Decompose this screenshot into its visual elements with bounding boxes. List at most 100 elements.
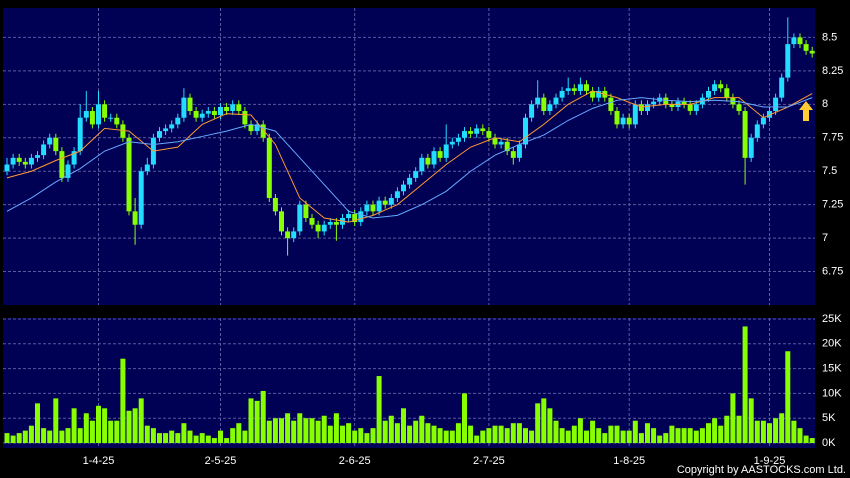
candle-body xyxy=(706,90,711,98)
candle-body xyxy=(163,128,169,132)
candle-body xyxy=(486,131,492,138)
candle-body xyxy=(425,157,431,165)
candle-body xyxy=(126,137,132,212)
volume-bar xyxy=(114,420,120,444)
volume-bar xyxy=(748,398,754,444)
plot-layer: 6.75 7 7.25 7.5 7.75 8 8.25 8.5 0K 5K 10K 15K 20K 25K… xyxy=(3,8,843,467)
volume-bar xyxy=(35,403,40,444)
candle-body xyxy=(516,144,522,158)
volume-bar xyxy=(614,425,620,444)
volume-bar xyxy=(242,430,248,444)
candle-body xyxy=(565,88,571,91)
volume-bar xyxy=(712,418,718,444)
volume-bar xyxy=(401,408,406,444)
candle-body xyxy=(468,131,474,134)
candle-body xyxy=(205,111,211,114)
y-tick-label: 20K xyxy=(822,338,842,350)
volume-bar xyxy=(425,423,431,444)
candle-body xyxy=(187,97,193,112)
volume-bar xyxy=(608,425,614,444)
candle-body xyxy=(333,222,339,225)
volume-bar xyxy=(364,433,370,444)
candle-body xyxy=(663,97,669,105)
volume-bar xyxy=(699,428,705,444)
y-tick-label: 5K xyxy=(822,412,836,424)
candle-body xyxy=(346,214,352,219)
volume-bar xyxy=(657,435,663,444)
volume-bar xyxy=(620,430,626,444)
volume-bar xyxy=(706,423,711,444)
candle-body xyxy=(797,37,803,45)
candle-body xyxy=(248,124,254,132)
candle-body xyxy=(480,128,486,132)
volume-bar xyxy=(791,420,797,444)
candle-body xyxy=(285,231,291,239)
volume-bar xyxy=(571,425,577,444)
candle-body xyxy=(504,141,510,152)
volume-bar xyxy=(663,433,669,444)
candle-body xyxy=(760,117,766,125)
volume-bar xyxy=(10,435,16,444)
volume-bar xyxy=(358,428,364,444)
candle-body xyxy=(413,171,419,178)
candle-body xyxy=(114,117,120,125)
candle-body xyxy=(455,137,461,142)
candle-body xyxy=(608,97,614,112)
candle-body xyxy=(47,137,53,145)
candle-body xyxy=(443,144,449,158)
candle-body xyxy=(754,124,760,138)
x-tick-label: 2-7-25 xyxy=(473,455,505,467)
candle-body xyxy=(260,124,266,138)
volume-bar xyxy=(602,433,608,444)
volume-bar xyxy=(547,408,553,444)
candle-body xyxy=(309,218,315,225)
volume-bar xyxy=(211,438,217,444)
candle-body xyxy=(620,117,626,125)
candle-body xyxy=(492,137,498,145)
candle-body xyxy=(626,117,632,125)
volume-bar xyxy=(83,413,89,444)
candle-body xyxy=(449,141,455,145)
volume-bar xyxy=(132,408,138,444)
y-tick-label: 7.75 xyxy=(822,132,843,144)
candle-body xyxy=(144,164,150,172)
candle-body xyxy=(669,104,675,107)
candle-body xyxy=(748,137,754,158)
volume-bar xyxy=(407,425,413,444)
volume-bar xyxy=(346,423,352,444)
volume-bar xyxy=(376,376,382,444)
volume-bar xyxy=(492,425,498,444)
x-tick-label: 1-9-25 xyxy=(754,455,786,467)
volume-bar xyxy=(413,420,419,444)
candle-body xyxy=(352,214,358,223)
candle-body xyxy=(803,44,809,51)
volume-bar xyxy=(785,351,791,444)
volume-bar xyxy=(681,428,687,444)
x-tick-label: 1-4-25 xyxy=(83,455,115,467)
volume-bar xyxy=(449,430,455,444)
volume-bar xyxy=(71,408,77,444)
volume-bar xyxy=(632,420,638,444)
volume-bar xyxy=(455,423,461,444)
candle-body xyxy=(809,50,815,54)
volume-bar xyxy=(285,413,291,444)
candle-body xyxy=(632,104,638,125)
candle-body xyxy=(693,104,699,112)
volume-bar xyxy=(480,430,486,444)
moving-average-line xyxy=(6,90,813,223)
volume-bar xyxy=(120,358,126,444)
y-tick-label: 8.25 xyxy=(822,65,843,77)
candle-body xyxy=(498,141,504,145)
candle-body xyxy=(28,157,34,165)
volume-bar xyxy=(431,425,437,444)
volume-bar xyxy=(333,413,339,444)
volume-bar xyxy=(181,423,187,444)
volume-bar xyxy=(529,430,535,444)
volume-bar xyxy=(224,438,230,444)
volume-bar xyxy=(687,428,693,444)
candle-body xyxy=(321,224,327,232)
volume-bar xyxy=(144,425,150,444)
candle-body xyxy=(71,151,77,165)
volume-bar xyxy=(779,413,785,444)
candle-body xyxy=(291,231,297,239)
